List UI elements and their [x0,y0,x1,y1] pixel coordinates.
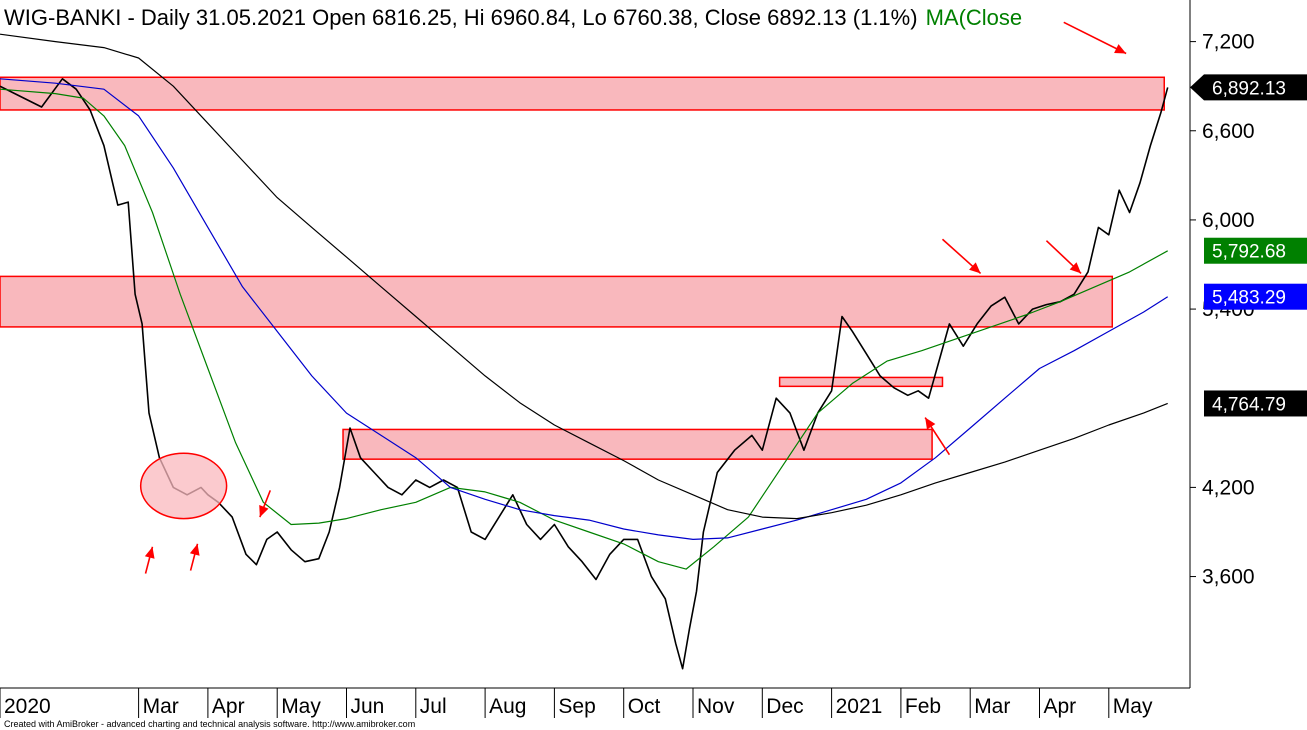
arrow-0 [1063,21,1127,55]
x-tick-label: Apr [1044,695,1077,718]
x-tick: May [1108,688,1153,718]
y-tick-label: 4,200 [1202,476,1255,499]
x-tick: Sep [553,688,596,718]
x-tick-label: Apr [212,695,245,718]
x-tick-label: Oct [628,695,661,718]
x-tick: Oct [623,688,661,718]
x-axis-ticks: 2020 Mar Apr May Jun Jul Aug Sep Oct Nov Dec 2021 Fe… [0,688,1153,718]
y-tick: 3,600 [1190,566,1255,589]
value-badge-bg [1204,283,1307,310]
value-badge: 5,483.29 [1204,283,1307,310]
value-badge-label: 4,764.79 [1212,394,1286,415]
annotations [139,21,1127,574]
zone-2 [778,376,944,388]
credit-text: Created with AmiBroker - advanced charti… [4,719,415,729]
value-badge-label: 5,483.29 [1212,288,1286,309]
x-tick-label: Dec [766,695,803,718]
x-tick-label: Mar [974,695,1010,718]
chart-title-ma: MA(Close [926,5,1023,30]
x-tick: Dec [761,688,804,718]
value-badge-bg [1190,74,1307,101]
x-tick-label: Mar [143,695,179,718]
series-ma_blue [0,78,1169,540]
y-tick: 6,600 [1190,120,1255,143]
x-tick: 2021 [831,688,883,718]
y-tick: 4,200 [1190,476,1255,499]
series-ma_green [0,88,1168,570]
arrow-head [969,262,981,274]
series-lines [0,33,1169,670]
arrow-3 [924,417,951,456]
value-badge: 6,892.13 [1190,74,1307,101]
x-tick: Jul [415,688,447,718]
x-tick-label: Sep [558,695,595,718]
consolidation-ellipse-0 [139,452,228,520]
arrow-head [1114,44,1127,54]
x-tick: Mar [969,688,1010,718]
x-tick-label: Jul [420,695,447,718]
x-tick-label: 2021 [836,695,883,718]
x-tick-label: Jun [351,695,385,718]
y-tick-label: 6,600 [1202,120,1255,143]
arrow-5 [144,546,155,574]
x-tick-label: Feb [905,695,941,718]
chart-title-main: WIG-BANKI - Daily 31.05.2021 Open 6816.2… [4,5,918,30]
x-tick: 2020 [0,688,51,718]
chart-title: WIG-BANKI - Daily 31.05.2021 Open 6816.2… [4,5,1022,30]
x-tick: May [276,688,321,718]
arrow-2 [1045,240,1082,274]
series-ma_black [0,33,1168,520]
value-badge: 5,792.68 [1204,237,1307,264]
zone-0 [0,76,1165,111]
value-badge-bg [1204,237,1307,264]
y-tick: 7,200 [1190,31,1255,54]
x-tick: Apr [207,688,245,718]
y-tick-label: 6,000 [1202,209,1255,232]
arrow-head [189,543,200,556]
arrow-head [1069,262,1082,274]
value-badges: 6,892.13 5,792.68 5,483.29 4,764.79 [1190,74,1307,417]
arrow-4 [259,490,272,518]
x-tick: Jun [346,688,385,718]
arrow-1 [941,238,982,275]
x-tick: Mar [138,688,179,718]
resistance-zones [0,76,1165,460]
x-tick: Feb [900,688,941,718]
x-tick-label: Nov [697,695,735,718]
zone-3 [342,428,933,460]
x-tick: Apr [1039,688,1077,718]
x-tick-label: May [281,695,321,718]
x-tick-label: May [1113,695,1153,718]
value-badge-label: 6,892.13 [1212,78,1286,99]
x-tick: Nov [692,688,735,718]
y-tick-label: 3,600 [1202,566,1255,589]
arrow-6 [189,543,200,571]
x-tick-label: Aug [489,695,526,718]
arrow-head [925,417,936,430]
x-tick: Aug [484,688,526,718]
y-tick: 6,000 [1190,209,1255,232]
value-badge-label: 5,792.68 [1212,242,1286,263]
arrow-head [259,505,269,518]
value-badge: 4,764.79 [1204,390,1307,417]
y-tick-label: 7,200 [1202,31,1255,54]
zone-1 [0,275,1114,328]
arrow-shaft [1063,21,1127,55]
x-tick-label: 2020 [4,695,51,718]
arrow-head [144,546,155,559]
value-badge-bg [1204,390,1307,417]
